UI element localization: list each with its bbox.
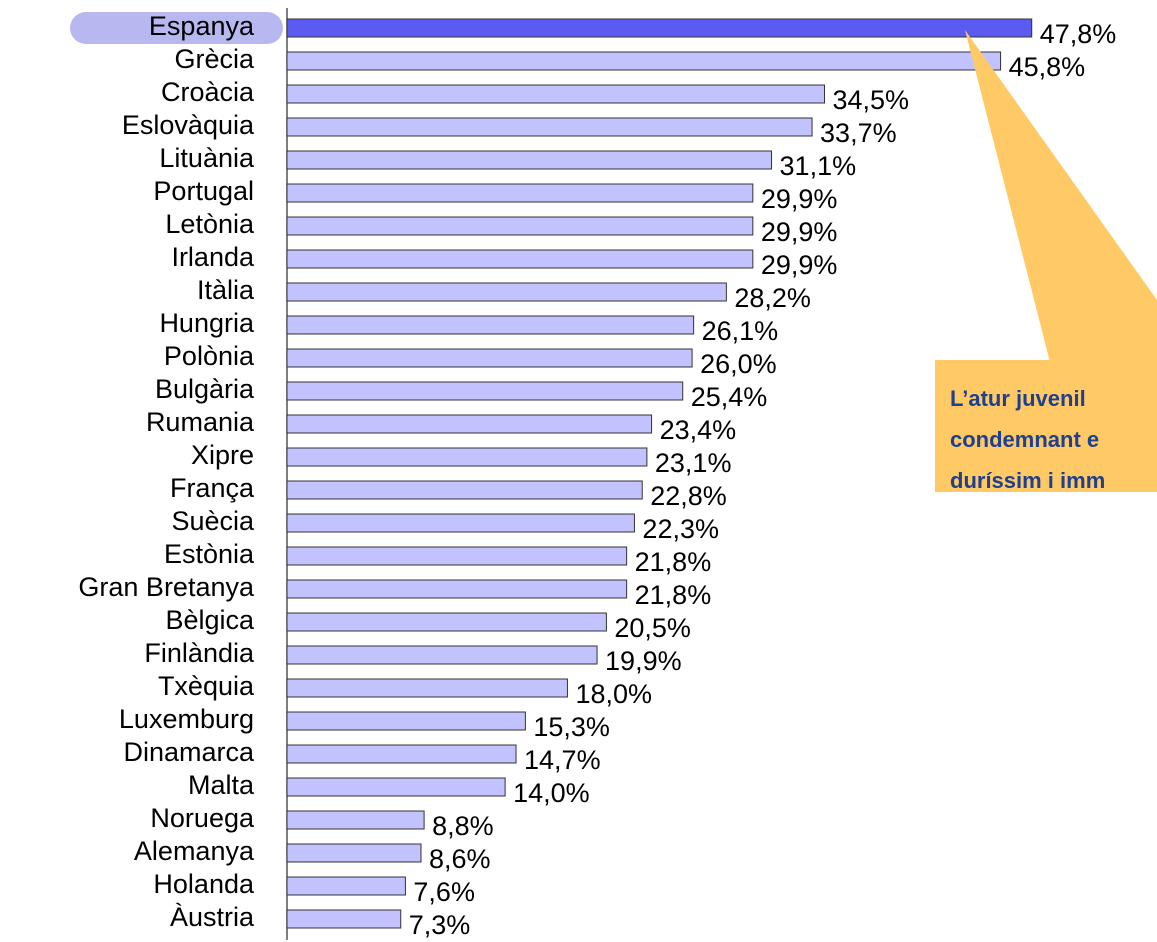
category-label: Lituània bbox=[159, 143, 255, 173]
bar bbox=[286, 381, 684, 401]
bar bbox=[286, 843, 422, 863]
bar bbox=[286, 612, 607, 632]
bar bbox=[286, 546, 628, 566]
category-label: Noruega bbox=[150, 803, 255, 833]
bar bbox=[286, 744, 517, 764]
category-label: Eslovàquia bbox=[122, 110, 255, 140]
value-label: 26,1% bbox=[702, 316, 779, 346]
bar bbox=[286, 51, 1002, 71]
category-label: Malta bbox=[188, 770, 255, 800]
category-label: Espanya bbox=[149, 11, 255, 41]
bar bbox=[286, 117, 813, 137]
value-label: 33,7% bbox=[820, 118, 897, 148]
value-label: 14,7% bbox=[524, 745, 601, 775]
bar bbox=[286, 777, 506, 797]
bar bbox=[286, 282, 727, 302]
value-label: 8,8% bbox=[432, 811, 494, 841]
bar bbox=[286, 84, 826, 104]
value-label: 26,0% bbox=[700, 349, 777, 379]
bar bbox=[286, 183, 754, 203]
value-label: 20,5% bbox=[614, 613, 691, 643]
category-label: Estònia bbox=[164, 539, 255, 569]
category-label: Txèquia bbox=[158, 671, 255, 701]
category-label: Àustria bbox=[170, 902, 255, 932]
category-label: Hungria bbox=[159, 308, 255, 338]
value-label: 34,5% bbox=[833, 85, 910, 115]
value-label: 21,8% bbox=[635, 580, 712, 610]
category-label: Rumania bbox=[146, 407, 255, 437]
bar bbox=[286, 216, 754, 236]
category-label: Irlanda bbox=[171, 242, 255, 272]
category-label: Holanda bbox=[153, 869, 255, 899]
category-label: França bbox=[170, 473, 255, 503]
bar bbox=[286, 678, 568, 698]
category-label: Finlàndia bbox=[144, 638, 255, 668]
category-label: Portugal bbox=[153, 176, 254, 206]
category-label: Suècia bbox=[171, 506, 255, 536]
callout-box bbox=[935, 360, 1157, 492]
value-label: 7,3% bbox=[409, 910, 471, 940]
annotation: condemnant e bbox=[950, 427, 1099, 452]
category-label: Bulgària bbox=[155, 374, 255, 404]
value-label: 28,2% bbox=[734, 283, 811, 313]
callout-pointer bbox=[965, 30, 1157, 362]
value-label: 15,3% bbox=[533, 712, 610, 742]
bar bbox=[286, 810, 425, 830]
value-label: 47,8% bbox=[1040, 19, 1117, 49]
category-label: Croàcia bbox=[161, 77, 255, 107]
category-label: Bèlgica bbox=[165, 605, 255, 635]
value-label: 21,8% bbox=[635, 547, 712, 577]
bar bbox=[286, 645, 598, 665]
value-label: 45,8% bbox=[1009, 52, 1086, 82]
value-label: 19,9% bbox=[605, 646, 682, 676]
value-label: 18,0% bbox=[575, 679, 652, 709]
bar bbox=[286, 579, 628, 599]
value-label: 22,3% bbox=[642, 514, 719, 544]
label-highlight bbox=[70, 12, 283, 44]
category-label: Luxemburg bbox=[119, 704, 254, 734]
bar bbox=[286, 480, 643, 500]
bar bbox=[286, 909, 402, 929]
bar bbox=[286, 18, 1033, 38]
annotation: duríssim i imm bbox=[950, 468, 1105, 493]
bar bbox=[286, 150, 773, 170]
category-label: Xipre bbox=[191, 440, 254, 470]
annotation: L’atur juvenil bbox=[950, 386, 1086, 411]
bar bbox=[286, 447, 648, 467]
bar bbox=[286, 513, 635, 533]
bar bbox=[286, 711, 526, 731]
value-label: 29,9% bbox=[761, 250, 838, 280]
value-label: 23,4% bbox=[660, 415, 737, 445]
bar bbox=[286, 876, 406, 896]
value-label: 23,1% bbox=[655, 448, 732, 478]
category-label: Alemanya bbox=[134, 836, 255, 866]
bar bbox=[286, 348, 693, 368]
bar bbox=[286, 249, 754, 269]
category-label: Polònia bbox=[164, 341, 255, 371]
value-label: 7,6% bbox=[413, 877, 475, 907]
bar bbox=[286, 414, 653, 434]
value-label: 8,6% bbox=[429, 844, 491, 874]
bar bbox=[286, 315, 695, 335]
category-label: Letònia bbox=[165, 209, 255, 239]
value-label: 25,4% bbox=[691, 382, 768, 412]
value-label: 31,1% bbox=[780, 151, 857, 181]
value-label: 14,0% bbox=[513, 778, 590, 808]
category-label: Dinamarca bbox=[123, 737, 255, 767]
category-label: Grècia bbox=[174, 44, 255, 74]
category-label: Gran Bretanya bbox=[78, 572, 255, 602]
category-label: Itàlia bbox=[197, 275, 255, 305]
value-label: 22,8% bbox=[650, 481, 727, 511]
value-label: 29,9% bbox=[761, 184, 838, 214]
value-label: 29,9% bbox=[761, 217, 838, 247]
